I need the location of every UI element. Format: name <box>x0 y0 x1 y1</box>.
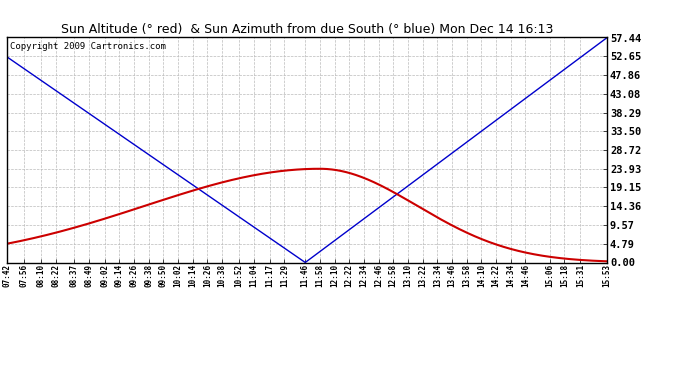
Text: Copyright 2009 Cartronics.com: Copyright 2009 Cartronics.com <box>10 42 166 51</box>
Title: Sun Altitude (° red)  & Sun Azimuth from due South (° blue) Mon Dec 14 16:13: Sun Altitude (° red) & Sun Azimuth from … <box>61 23 553 36</box>
